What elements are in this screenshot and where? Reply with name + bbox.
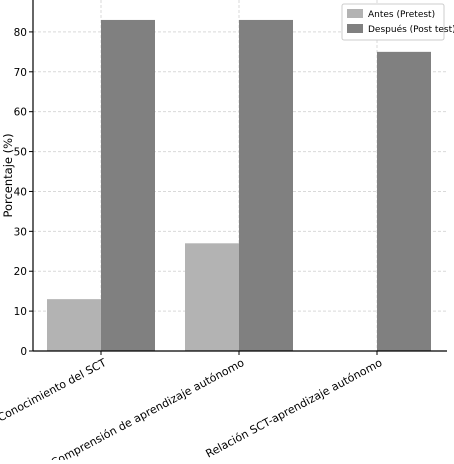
y-tick-label: 20 <box>14 266 27 278</box>
legend-label: Después (Post test) <box>368 24 454 35</box>
legend-swatch <box>347 24 363 33</box>
y-tick-label: 50 <box>14 147 27 159</box>
y-tick-label: 10 <box>14 306 27 318</box>
y-axis-title: Porcentaje (%) <box>1 133 15 217</box>
bars <box>47 19 431 352</box>
bar-posttest <box>239 19 293 352</box>
bar-pretest <box>185 243 239 351</box>
y-tick-label: 40 <box>14 186 27 198</box>
y-tick-label: 30 <box>14 226 27 238</box>
legend-box <box>341 3 445 41</box>
bar-posttest <box>377 51 431 352</box>
bar-pretest <box>47 299 101 351</box>
y-tick-labels: 0 10 20 30 40 50 60 70 80 <box>14 27 27 358</box>
y-tick-label: 80 <box>14 27 27 39</box>
y-tick-label: 60 <box>14 107 27 119</box>
y-tick-label: 0 <box>20 346 27 358</box>
axes <box>29 0 447 355</box>
x-category-label: Conocimiento del SCT <box>0 356 109 424</box>
legend-swatch <box>347 9 363 18</box>
y-tick-label: 70 <box>14 67 27 79</box>
legend: Antes (Pretest) Después (Post test) <box>341 3 454 41</box>
legend-label: Antes (Pretest) <box>368 10 435 20</box>
bar-posttest <box>101 19 155 352</box>
